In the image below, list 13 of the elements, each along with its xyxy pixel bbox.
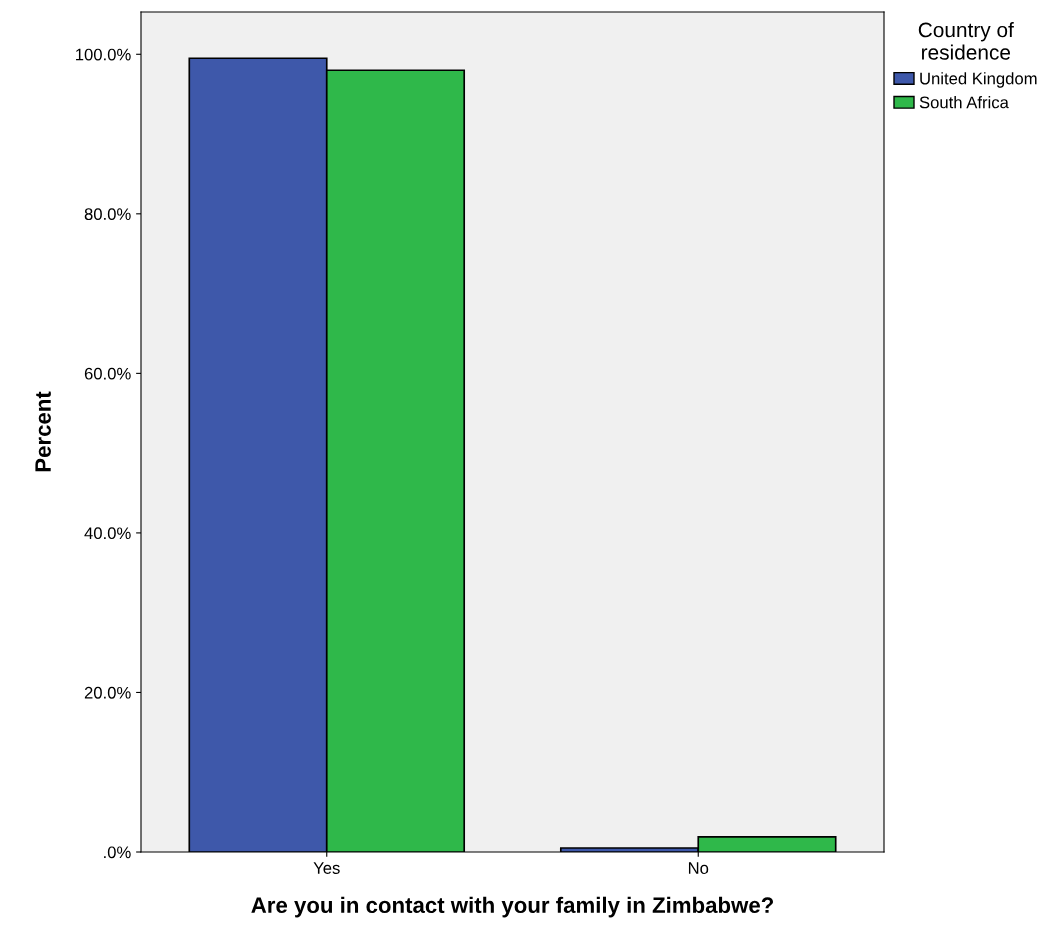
y-tick-label: 100.0% — [76, 48, 131, 61]
x-axis-title: Are you in contact with your family in Zimbabwe? — [251, 896, 773, 918]
y-tick-label: 40.0% — [84, 527, 131, 540]
y-axis-title: Percent — [35, 391, 51, 472]
y-tick-label: .0% — [104, 846, 131, 859]
y-tick-label: 80.0% — [84, 208, 131, 221]
legend-label: South Africa — [919, 96, 1009, 109]
y-tick-label: 60.0% — [84, 367, 131, 380]
y-tick-label: 20.0% — [84, 686, 131, 699]
legend-label: United Kingdom — [920, 72, 1037, 88]
legend-title: Country of residence — [918, 22, 1014, 60]
x-tick-label: No — [688, 862, 709, 874]
x-tick-label: Yes — [313, 862, 340, 874]
